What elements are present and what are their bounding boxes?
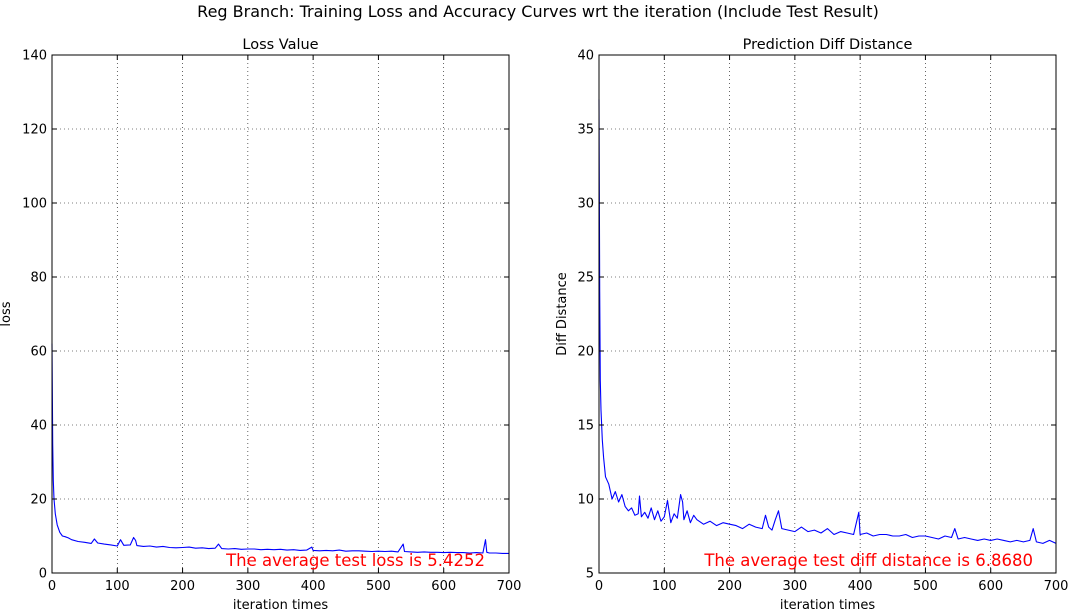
x-tick-label: 300 bbox=[782, 579, 807, 594]
series-line bbox=[51, 343, 509, 554]
y-tick-label: 80 bbox=[30, 271, 47, 286]
x-tick-label: 600 bbox=[431, 579, 456, 594]
test-result-annotation: The average test loss is 5.4252 bbox=[225, 551, 485, 570]
chart-title: Prediction Diff Distance bbox=[743, 37, 913, 53]
x-tick-label: 100 bbox=[105, 579, 130, 594]
x-tick-label: 700 bbox=[497, 579, 522, 594]
x-axis-label: iteration times bbox=[233, 598, 328, 612]
x-tick-label: 0 bbox=[48, 579, 56, 594]
y-tick-label: 0 bbox=[39, 567, 47, 582]
x-tick-label: 100 bbox=[652, 579, 677, 594]
diff-distance-chart: Prediction Diff Distance 0 100 200 300 400 500… bbox=[555, 37, 1068, 612]
y-tick-label: 20 bbox=[577, 345, 594, 360]
x-tick-label: 400 bbox=[848, 579, 873, 594]
series-line bbox=[598, 99, 1057, 544]
y-tick-label: 15 bbox=[577, 419, 594, 434]
y-tick-label: 5 bbox=[586, 567, 594, 582]
chart-title: Loss Value bbox=[242, 37, 318, 53]
y-tick-label: 40 bbox=[30, 419, 47, 434]
y-tick-label: 30 bbox=[577, 197, 594, 212]
x-tick-label: 500 bbox=[913, 579, 938, 594]
y-tick-label: 60 bbox=[30, 345, 47, 360]
x-tick-label: 0 bbox=[595, 579, 603, 594]
test-result-annotation: The average test diff distance is 6.8680 bbox=[703, 551, 1033, 570]
y-axis-label: Diff Distance bbox=[555, 272, 570, 356]
x-tick-label: 200 bbox=[717, 579, 742, 594]
y-tick-label: 140 bbox=[22, 49, 47, 64]
y-tick-label: 10 bbox=[577, 493, 594, 508]
y-axis-label: loss bbox=[0, 301, 14, 326]
x-tick-label: 400 bbox=[301, 579, 326, 594]
x-tick-label: 300 bbox=[235, 579, 260, 594]
plot-frame bbox=[598, 54, 1057, 574]
figure-suptitle: Reg Branch: Training Loss and Accuracy C… bbox=[197, 2, 879, 21]
x-tick-label: 600 bbox=[978, 579, 1003, 594]
y-tick-label: 25 bbox=[577, 271, 594, 286]
y-tick-label: 40 bbox=[577, 49, 594, 64]
loss-chart: Loss Value 0 100 200 300 400 500 600 700 0 20 40 60 8… bbox=[0, 37, 521, 612]
x-axis-label: iteration times bbox=[780, 598, 875, 612]
y-tick-label: 100 bbox=[22, 197, 47, 212]
x-tick-label: 700 bbox=[1044, 579, 1069, 594]
x-tick-label: 500 bbox=[366, 579, 391, 594]
plot-frame bbox=[51, 54, 510, 574]
y-tick-label: 20 bbox=[30, 493, 47, 508]
y-tick-label: 120 bbox=[22, 123, 47, 138]
x-tick-label: 200 bbox=[170, 579, 195, 594]
y-tick-label: 35 bbox=[577, 123, 594, 138]
